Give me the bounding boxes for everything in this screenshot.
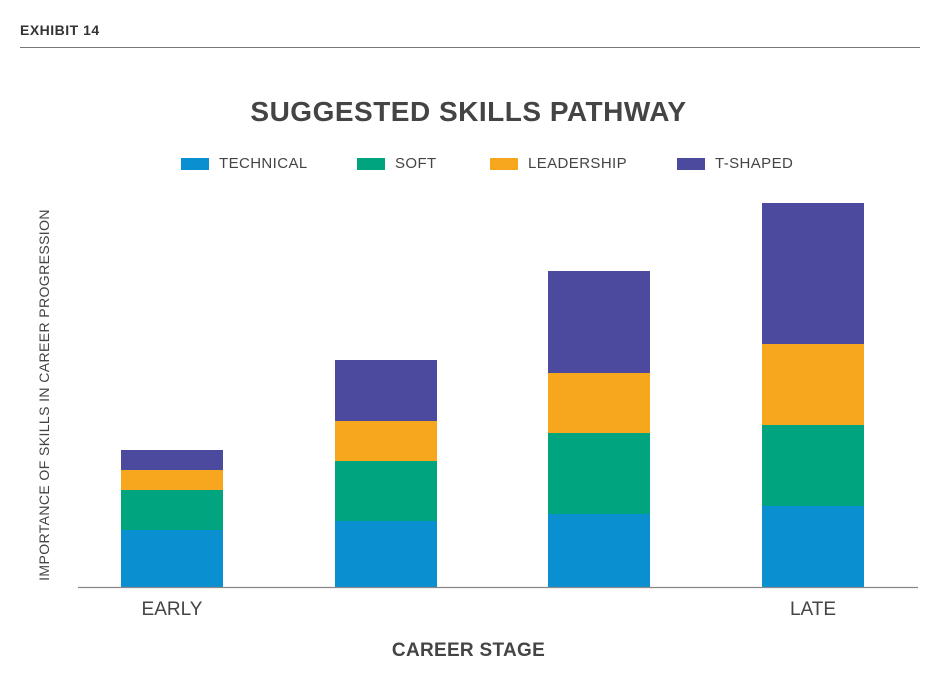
legend-swatch: [490, 157, 518, 170]
header-divider: [20, 47, 920, 48]
legend: TECHNICAL SOFT LEADERSHIP T-SHAPED: [0, 155, 937, 175]
bar-t-shaped-4: [762, 203, 864, 344]
legend-swatch: [181, 157, 209, 170]
bar-technical-4: [762, 506, 864, 587]
legend-item-leadership: LEADERSHIP: [490, 155, 627, 172]
legend-swatch: [357, 157, 385, 170]
bar-t-shaped-1: [121, 450, 223, 470]
legend-label: LEADERSHIP: [528, 155, 628, 172]
x-tick-label: LATE: [790, 599, 836, 620]
bar-soft-4: [762, 425, 864, 506]
bar-leadership-3: [548, 373, 650, 433]
bar-t-shaped-2: [335, 360, 437, 421]
bar-soft-3: [548, 433, 650, 514]
bar-leadership-2: [335, 421, 437, 461]
legend-swatch: [677, 157, 705, 170]
exhibit-label: EXHIBIT 14: [20, 22, 100, 38]
legend-label: T-SHAPED: [715, 155, 794, 172]
legend-item-technical: TECHNICAL: [181, 155, 308, 172]
legend-label: TECHNICAL: [219, 155, 308, 172]
bar-technical-3: [548, 514, 650, 587]
bar-technical-2: [335, 521, 437, 587]
chart-title: SUGGESTED SKILLS PATHWAY: [250, 96, 687, 127]
legend-label: SOFT: [395, 155, 437, 172]
bar-leadership-1: [121, 470, 223, 490]
bar-leadership-4: [762, 344, 864, 425]
bar-soft-1: [121, 490, 223, 530]
bar-soft-2: [335, 461, 437, 521]
legend-item-soft: SOFT: [357, 155, 437, 172]
x-axis-label: CAREER STAGE: [391, 640, 546, 661]
bar-technical-1: [121, 530, 223, 587]
bar-t-shaped-3: [548, 271, 650, 373]
legend-item-t-shaped: T-SHAPED: [677, 155, 793, 172]
x-tick-label: EARLY: [142, 599, 203, 620]
